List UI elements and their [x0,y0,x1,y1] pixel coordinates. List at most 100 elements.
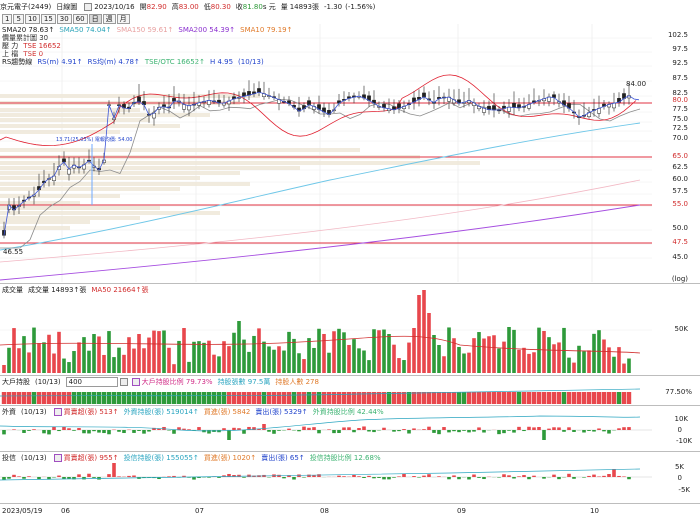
period-button-15[interactable]: 15 [40,13,56,24]
volume-bar [592,333,596,373]
foreign-bar [32,429,36,430]
trust-bar [412,476,416,477]
foreign-bar [472,430,476,432]
holders-bar [51,392,57,404]
foreign-bar [627,427,631,430]
holders-bar [6,392,12,404]
volume-bar [582,351,586,373]
calendar-icon[interactable] [84,2,93,11]
volume-profile-bar [0,113,210,117]
time-axis-label: 10 [590,507,599,515]
volume-bar [372,329,376,373]
holders-bar [56,392,62,404]
trust-bar [502,474,506,477]
holders-bar [1,392,7,404]
trust-bar [607,474,611,477]
volume-bar [617,347,621,373]
rs-avg-legend: RS均(m) 4.78↑ [87,57,140,66]
holders-ratio-legend: 大戶持股比例 79.73% [141,378,213,386]
foreign-bar [237,428,241,430]
holders-bar [121,392,127,404]
foreign-chart[interactable] [0,414,700,450]
period-button-day[interactable]: 日 [88,13,102,24]
volume-unit: 張 [311,2,319,11]
sma200-legend: SMA200 54.39↑ [178,25,236,34]
volume-bar [522,347,526,373]
volume-axis-label: 50K [674,325,689,333]
holders-title: 大戶持股 [2,378,30,386]
close-value: 81.80 [242,2,263,11]
foreign-bar [452,430,456,432]
candle-body [492,105,496,111]
period-button-10[interactable]: 10 [24,13,40,24]
support-value: TSE 0 [23,49,44,58]
rs-m-legend: RS(m) 4.91↑ [37,57,83,66]
holders-bar [191,392,197,404]
settings-icon[interactable] [53,454,62,462]
holders-bar [136,392,142,404]
trust-bar [217,477,221,478]
candle-body [422,92,426,98]
holders-bar [76,392,82,404]
volume-bar [37,343,41,373]
trust-chart[interactable] [0,460,700,503]
trust-bar [602,475,606,477]
period-button-1[interactable]: 1 [2,13,13,24]
trust-bar [117,476,121,477]
holders-threshold-select[interactable]: 400 [65,377,118,387]
support-legend: 上 檔 TSE 0 [2,49,43,58]
rs-legend: RS趨勢線 RS(m) 4.91↑ RS均(m) 4.78↑ TSE/OTC 1… [2,57,264,66]
dropdown-arrow-icon[interactable] [119,378,128,386]
foreign-bar [157,428,161,430]
foreign-bar [482,430,486,433]
holders-bar [381,392,387,404]
volume-bar [212,354,216,373]
period-button-60[interactable]: 60 [72,13,88,24]
trust-buy-legend: 買進(張) 1020↑ [203,454,257,462]
trust-bar [337,475,341,477]
volume-bar [47,334,51,373]
volume-ma-legend: MA50 21664↑張 [91,286,149,294]
foreign-bar [62,426,66,430]
volume-label: 量 [280,2,288,11]
trust-bar [452,475,456,477]
holders-bar [126,392,132,404]
time-axis-label: 07 [195,507,204,515]
holders-bar [461,392,467,404]
holders-chart[interactable] [0,385,700,405]
period-button-week[interactable]: 週 [102,13,116,24]
holders-bar [246,392,252,404]
foreign-bar [97,430,101,433]
holders-bar [21,392,27,404]
holders-bar [106,392,112,404]
volume-chart[interactable] [0,290,700,374]
volume-bar [202,342,206,373]
settings-icon[interactable] [131,378,140,386]
period-button-month[interactable]: 月 [116,13,130,24]
volume-bar [567,357,571,373]
volume-bar [502,341,506,373]
settings-icon[interactable] [53,408,62,416]
volume-bar [627,358,631,373]
holders-bar [556,392,562,404]
foreign-bar [262,424,266,430]
volume-bar [292,338,296,373]
foreign-bar [562,430,566,432]
holders-bar [116,392,122,404]
volume-bar [92,334,96,373]
foreign-bar [2,430,6,435]
period-button-5[interactable]: 5 [13,13,24,24]
holders-bar [36,392,42,404]
foreign-bar [602,430,606,432]
pressure-label: 壓 力 [2,41,19,50]
holders-bar [566,392,572,404]
holders-bar [431,392,437,404]
foreign-bar [547,428,551,430]
volume-bar [32,327,36,373]
holders-bar [391,392,397,404]
volume-bar [557,342,561,373]
price-chart[interactable] [0,24,700,282]
period-button-30[interactable]: 30 [56,13,72,24]
holders-bar [406,392,412,404]
trust-bar [82,477,86,480]
